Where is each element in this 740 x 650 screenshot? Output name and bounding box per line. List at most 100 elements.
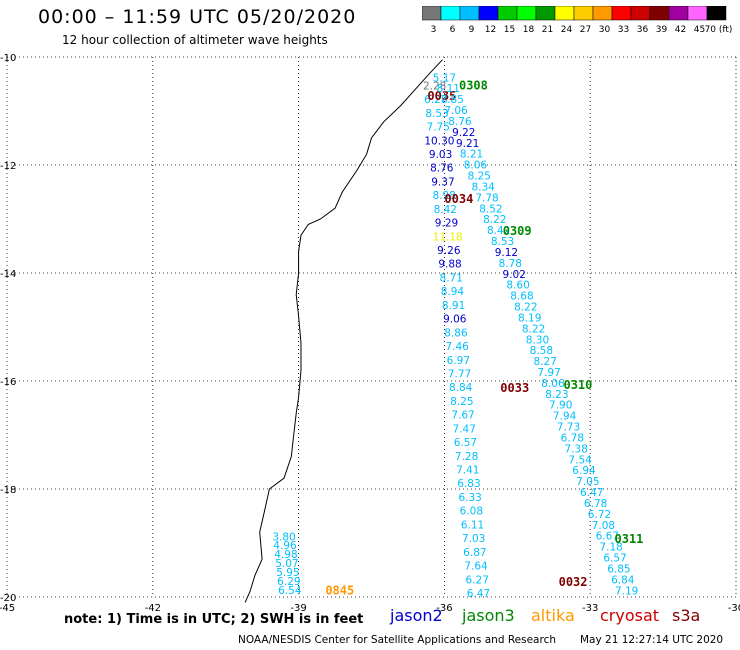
pass-label: 0033 xyxy=(500,381,529,395)
swh-value: 7.28 xyxy=(455,451,478,463)
swh-value: 7.46 xyxy=(445,341,469,353)
lat-tick-label: -18 xyxy=(0,485,16,496)
swh-value: 8.60 xyxy=(506,280,529,292)
lon-tick-label: -45 xyxy=(0,603,15,614)
swh-value: 7.08 xyxy=(592,520,615,532)
swh-value: 7.03 xyxy=(462,533,485,545)
pass-label: 0845 xyxy=(325,583,354,597)
swh-value: 9.22 xyxy=(452,127,475,139)
swh-value: 5.07 xyxy=(275,558,298,570)
swh-value: 6.94 xyxy=(572,465,596,477)
swh-value: 8.52 xyxy=(479,203,502,215)
swh-value: 6.29 xyxy=(277,576,300,588)
page-subtitle: 12 hour collection of altimeter wave hei… xyxy=(62,33,328,47)
swh-value: 6.83 xyxy=(457,478,480,490)
lon-tick-label: -42 xyxy=(145,603,161,614)
swh-value: 8.27 xyxy=(534,356,557,368)
lon-tick-label: -30 xyxy=(728,603,740,614)
swh-value: 6.97 xyxy=(447,355,470,367)
pass-label: 0311 xyxy=(615,532,644,546)
swh-value: 9.02 xyxy=(503,269,526,281)
colorbar-label: 27 xyxy=(580,25,591,35)
lon-tick-label: -36 xyxy=(436,603,452,614)
swh-value: 6.28 xyxy=(424,94,447,106)
page-title: 00:00 – 11:59 UTC 05/20/2020 xyxy=(38,6,357,28)
swh-value: 8.23 xyxy=(545,389,568,401)
swh-value: 7.41 xyxy=(456,465,479,477)
colorbar-label: 45 xyxy=(694,25,705,35)
colorbar-label: 3 xyxy=(431,25,437,35)
color-scale-bar: 3 6 9 12 15 18 21 24 27 30 33 36 39 42 45 70 (ft) xyxy=(422,6,732,35)
swh-value: 6.67 xyxy=(596,531,619,543)
swh-value: 8.34 xyxy=(471,181,495,193)
legend-altika: altika xyxy=(531,606,575,625)
swh-value: 8.76 xyxy=(430,163,454,175)
swh-value: 7.38 xyxy=(565,443,588,455)
lat-tick-label: -16 xyxy=(0,377,16,388)
swh-value: 6.08 xyxy=(460,506,483,518)
swh-value: 7.73 xyxy=(557,422,580,434)
swh-value: 8.21 xyxy=(460,149,483,161)
swh-value: 11.18 xyxy=(433,231,463,243)
swh-value: 7.18 xyxy=(599,542,622,554)
footnote: note: 1) Time is in UTC; 2) SWH is in fe… xyxy=(64,612,364,627)
swh-value: 6.33 xyxy=(458,492,481,504)
swh-value: 8.30 xyxy=(526,334,549,346)
swh-value: 2.28 xyxy=(423,80,446,92)
colorbar-swatch xyxy=(706,6,727,21)
swh-value: 8.22 xyxy=(522,323,545,335)
swh-value: 6.87 xyxy=(463,547,486,559)
swh-value: 7.77 xyxy=(448,368,471,380)
swh-value: 8.25 xyxy=(450,396,473,408)
swh-value: 6.47 xyxy=(580,487,603,499)
swh-value: 8.42 xyxy=(434,204,457,216)
swh-value: 6.78 xyxy=(561,432,584,444)
swh-value: 9.06 xyxy=(443,314,467,326)
pass-label: 0032 xyxy=(559,575,588,589)
swh-value: 9.88 xyxy=(438,259,461,271)
swh-value: 8.22 xyxy=(514,302,537,314)
swh-value: 9.29 xyxy=(435,218,458,230)
legend-cryosat: cryosat xyxy=(600,606,660,625)
lon-tick-label: -39 xyxy=(290,603,306,614)
swh-value: 8.19 xyxy=(518,312,541,324)
swh-value: 9.26 xyxy=(437,245,461,257)
lon-tick-label: -33 xyxy=(582,603,598,614)
swh-value: 8.06 xyxy=(541,378,565,390)
swh-value: 5.95 xyxy=(276,567,299,579)
swh-value: 10.30 xyxy=(424,135,454,147)
lat-tick-label: -14 xyxy=(0,269,16,280)
colorbar-label: 18 xyxy=(523,25,535,35)
colorbar-label: 30 xyxy=(599,25,611,35)
swh-value: 8.58 xyxy=(530,345,553,357)
swh-value: 7.06 xyxy=(444,105,468,117)
swh-value: 7.78 xyxy=(475,192,498,204)
swh-value: 9.37 xyxy=(431,176,454,188)
colorbar-label: 12 xyxy=(485,25,496,35)
pass-label: 0034 xyxy=(444,192,473,206)
colorbar-label: 15 xyxy=(504,25,515,35)
lat-tick-label: -12 xyxy=(0,161,16,172)
swh-value: 6.78 xyxy=(584,498,607,510)
colorbar-label: 9 xyxy=(469,25,475,35)
pass-label: 0310 xyxy=(563,378,592,392)
pass-label: 0309 xyxy=(503,224,532,238)
coastline xyxy=(244,59,443,603)
swh-value: 6.47 xyxy=(467,588,490,600)
lat-tick-label: -20 xyxy=(0,593,16,604)
swh-value: 6.27 xyxy=(466,574,489,586)
pass-label: 0308 xyxy=(459,78,488,92)
swh-value: 7.67 xyxy=(451,410,474,422)
swh-value: 6.54 xyxy=(278,585,302,597)
swh-value: 8.86 xyxy=(444,327,468,339)
swh-value: 9.21 xyxy=(456,138,479,150)
swh-value: 7.05 xyxy=(576,476,599,488)
swh-value: 8.78 xyxy=(499,258,522,270)
swh-value: 6.84 xyxy=(611,574,635,586)
swh-value: 4.98 xyxy=(274,549,297,561)
swh-value: 8.22 xyxy=(483,214,506,226)
swh-value: 8.84 xyxy=(449,382,473,394)
swh-value: 6.57 xyxy=(603,553,626,565)
colorbar-label: 21 xyxy=(542,25,553,35)
